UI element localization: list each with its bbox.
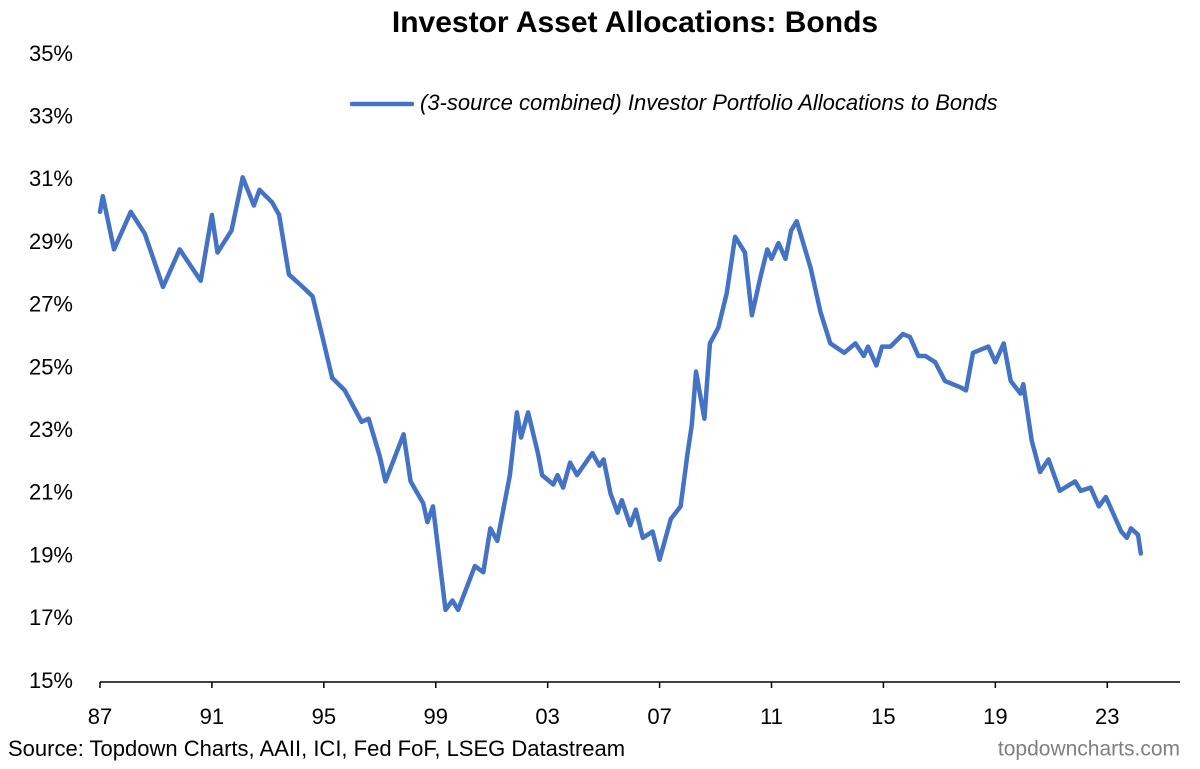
x-tick-label: 23 — [1095, 704, 1119, 729]
y-tick-label: 25% — [29, 354, 73, 379]
y-tick-label: 23% — [29, 417, 73, 442]
y-tick-label: 15% — [29, 668, 73, 693]
y-tick-label: 33% — [29, 104, 73, 129]
y-tick-label: 27% — [29, 292, 73, 317]
x-tick-label: 87 — [88, 704, 112, 729]
x-tick-label: 95 — [312, 704, 336, 729]
watermark: topdowncharts.com — [998, 738, 1180, 761]
x-tick-label: 07 — [647, 704, 671, 729]
x-tick-label: 19 — [983, 704, 1007, 729]
x-tick-label: 91 — [200, 704, 224, 729]
y-tick-label: 17% — [29, 605, 73, 630]
x-tick-label: 99 — [424, 704, 448, 729]
x-tick-label: 11 — [760, 704, 783, 729]
chart-title: Investor Asset Allocations: Bonds — [392, 6, 878, 39]
y-tick-label: 31% — [29, 166, 73, 191]
x-tick-label: 03 — [535, 704, 559, 729]
data-line — [97, 175, 1144, 613]
legend-label: (3-source combined) Investor Portfolio A… — [420, 90, 998, 115]
y-tick-label: 19% — [29, 542, 73, 567]
y-tick-label: 35% — [29, 41, 73, 66]
source-note: Source: Topdown Charts, AAII, ICI, Fed F… — [8, 736, 625, 761]
x-tick-label: 15 — [871, 704, 895, 729]
y-tick-label: 21% — [29, 480, 73, 505]
y-tick-label: 29% — [29, 229, 73, 254]
